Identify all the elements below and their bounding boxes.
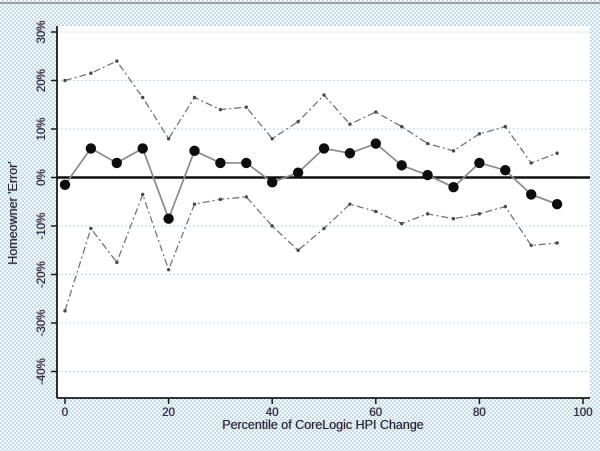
tick-labels: 30% 20% 10% 0% -10% -20% -30% -40% 0 20 40 60 80 100 <box>36 20 593 419</box>
gridlines <box>57 31 590 372</box>
upper-confidence-band-vertex <box>348 122 352 126</box>
upper-confidence-band-vertex <box>400 124 404 129</box>
data-point-marker <box>551 198 563 210</box>
x-tick-label: 60 <box>369 407 382 419</box>
upper-confidence-band-vertex <box>89 71 93 75</box>
lower-confidence-band-vertex <box>192 202 197 206</box>
data-point-marker <box>241 157 252 169</box>
data-point-marker <box>448 182 459 193</box>
data-point-marker <box>500 165 511 176</box>
data-point-marker <box>59 179 71 190</box>
upper-confidence-band-vertex <box>141 95 145 100</box>
upper-confidence-band-vertex <box>503 124 507 129</box>
y-tick-label: -40% <box>36 358 48 385</box>
y-tick-label: 10% <box>36 117 48 140</box>
upper-confidence-band-vertex <box>425 141 430 146</box>
data-point-marker <box>344 148 356 159</box>
lower-confidence-band-vertex <box>503 204 507 209</box>
upper-confidence-band-vertex <box>270 137 274 141</box>
lower-confidence-band-vertex <box>141 192 145 197</box>
data-point-marker <box>111 157 123 169</box>
y-tick-label: 0% <box>36 169 48 186</box>
data-point-marker <box>137 143 148 154</box>
lower-confidence-band-vertex <box>529 243 533 248</box>
data-point-marker <box>267 177 278 188</box>
y-tick-label: -30% <box>36 310 48 337</box>
lower-confidence-band-vertex <box>400 221 404 226</box>
data-point-marker <box>215 157 226 169</box>
main-series <box>59 138 563 224</box>
data-point-marker <box>422 169 433 181</box>
data-point-marker <box>318 143 330 154</box>
lower-confidence-band-vertex <box>451 217 456 221</box>
upper-confidence-band-vertex <box>529 161 533 165</box>
x-tick-label: 100 <box>573 407 592 419</box>
data-point-marker <box>85 143 97 154</box>
upper-confidence-band-vertex <box>296 120 300 124</box>
lower-confidence-band-vertex <box>63 309 67 313</box>
lower-confidence-band-vertex <box>425 212 430 216</box>
plot-area <box>57 26 590 398</box>
lower-confidence-band-vertex <box>322 226 326 231</box>
lower-confidence-band-vertex <box>270 224 274 228</box>
axes <box>51 26 590 404</box>
y-tick-label: 30% <box>36 20 48 43</box>
upper-confidence-band-vertex <box>477 132 482 136</box>
x-tick-label: 40 <box>266 407 279 419</box>
x-tick-label: 20 <box>162 407 175 419</box>
upper-confidence-band-vertex <box>244 105 248 109</box>
data-point-marker <box>189 145 200 157</box>
upper-confidence-band-vertex <box>166 137 171 141</box>
x-axis-title: Percentile of CoreLogic HPI Change <box>222 418 424 432</box>
upper-confidence-band-vertex <box>322 93 326 97</box>
lower-confidence-band-vertex <box>348 202 352 206</box>
scan-artifact-line <box>0 2 600 4</box>
y-tick-label: -20% <box>36 261 48 288</box>
data-point-marker <box>396 160 407 171</box>
lower-confidence-band-vertex <box>296 248 300 252</box>
lower-confidence-band-vertex <box>555 241 559 245</box>
upper-confidence-band-line <box>64 60 558 164</box>
upper-confidence-band-vertex <box>555 151 559 155</box>
confidence-bands <box>63 59 559 313</box>
y-axis-title: Homeowner 'Error' <box>6 161 20 264</box>
data-point-marker <box>292 167 304 178</box>
lower-confidence-band-vertex <box>115 260 119 265</box>
upper-confidence-band-vertex <box>115 59 119 63</box>
x-tick-label: 80 <box>473 407 486 419</box>
upper-confidence-band-vertex <box>374 110 378 114</box>
lower-confidence-band-vertex <box>166 267 171 272</box>
lower-confidence-band-vertex <box>374 209 378 214</box>
y-tick-label: -10% <box>36 213 48 240</box>
upper-confidence-band-vertex <box>218 107 223 112</box>
y-tick-label: 20% <box>36 69 48 92</box>
x-tick-label: 0 <box>62 407 68 419</box>
upper-confidence-band-vertex <box>63 78 67 83</box>
data-point-marker <box>370 138 381 149</box>
data-point-marker <box>474 157 485 169</box>
lower-confidence-band-vertex <box>218 197 223 202</box>
upper-confidence-band-vertex <box>451 149 456 153</box>
lower-confidence-band-line <box>64 192 558 312</box>
lower-confidence-band-vertex <box>89 226 93 231</box>
point-estimate-line <box>64 142 558 222</box>
upper-confidence-band-vertex <box>192 95 197 100</box>
data-point-marker <box>163 213 174 224</box>
lower-confidence-band-vertex <box>477 212 482 216</box>
data-point-marker <box>526 189 537 200</box>
lower-confidence-band-vertex <box>244 195 248 199</box>
